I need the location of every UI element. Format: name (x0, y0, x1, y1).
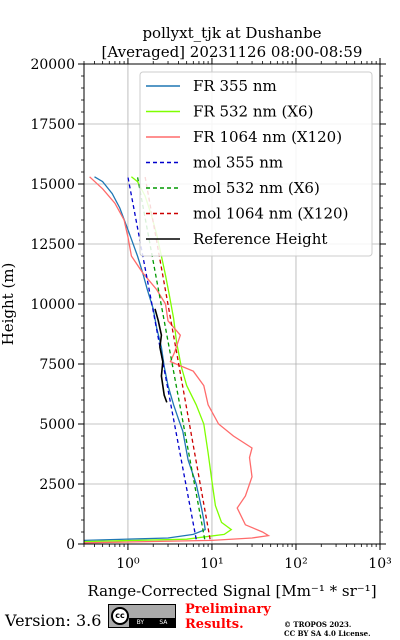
legend: FR 355 nm FR 532 nm (X6) FR 1064 nm (X120)… (139, 71, 373, 257)
cc-license-badge: cc BY SA (108, 604, 176, 628)
x-tick-label-3: 10³ (368, 556, 391, 572)
legend-box (139, 71, 373, 257)
x-axis-label: Range-Corrected Signal [Mm⁻¹ * sr⁻¹] (87, 582, 376, 600)
cc-sa-label: SA (159, 618, 168, 626)
x-tick-label-0: 10⁰ (116, 556, 140, 572)
x-axis: 10⁰ 10¹ 10² 10³ (83, 58, 392, 572)
legend-label-2: FR 1064 nm (X120) (193, 128, 342, 146)
copyright-line2: CC BY SA 4.0 License. (284, 629, 371, 638)
y-tick-label-4: 10000 (30, 297, 75, 313)
legend-label-5: mol 1064 nm (X120) (193, 205, 348, 223)
y-tick-label-1: 2500 (39, 477, 75, 493)
series-line-6 (154, 308, 168, 403)
preliminary-label-line1: Preliminary (185, 602, 271, 617)
y-tick-label-8: 20000 (30, 57, 75, 73)
y-tick-label-6: 15000 (30, 177, 75, 193)
preliminary-label-line2: Results. (185, 617, 244, 632)
legend-label-4: mol 532 nm (X6) (193, 179, 320, 197)
legend-label-1: FR 532 nm (X6) (193, 103, 313, 121)
y-tick-label-5: 12500 (30, 237, 75, 253)
y-axis-label: Height (m) (0, 263, 17, 346)
y-tick-label-0: 0 (66, 537, 75, 553)
series-line-5 (144, 176, 211, 540)
cc-by-label: BY (136, 618, 145, 626)
x-tick-label-2: 10² (284, 556, 307, 572)
y-tick-label-7: 17500 (30, 117, 75, 133)
legend-label-3: mol 355 nm (193, 154, 283, 172)
copyright-line1: © TROPOS 2023. (284, 620, 352, 629)
x-tick-label-1: 10¹ (200, 556, 223, 572)
series-line-2 (83, 176, 271, 544)
y-axis: 0 2500 5000 7500 10000 12500 15000 17500 20000 (30, 57, 386, 553)
chart-title-line1: pollyxt_tjk at Dushanbe (142, 24, 321, 42)
chart-title-line2: [Averaged] 20231126 08:00-08:59 (102, 43, 363, 61)
y-tick-label-3: 7500 (39, 357, 75, 373)
y-tick-label-2: 5000 (39, 417, 75, 433)
version-label: Version: 3.6 (5, 611, 102, 630)
series-line-4 (136, 176, 206, 540)
cc-icon: cc (111, 607, 129, 625)
legend-label-0: FR 355 nm (193, 77, 277, 95)
legend-label-6: Reference Height (193, 230, 327, 248)
